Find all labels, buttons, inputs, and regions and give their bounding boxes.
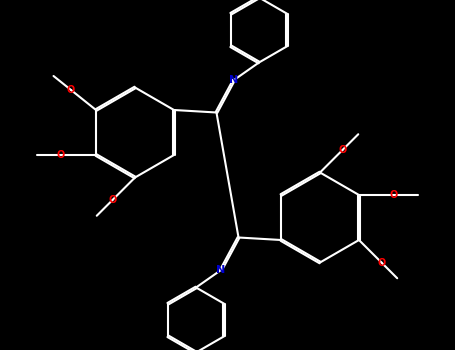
Text: O: O bbox=[67, 85, 75, 95]
Text: O: O bbox=[57, 150, 65, 160]
Text: N: N bbox=[217, 265, 226, 275]
Text: O: O bbox=[390, 190, 398, 200]
Text: O: O bbox=[339, 145, 347, 155]
Text: O: O bbox=[377, 258, 385, 267]
Text: N: N bbox=[229, 75, 238, 85]
Text: O: O bbox=[108, 195, 116, 205]
